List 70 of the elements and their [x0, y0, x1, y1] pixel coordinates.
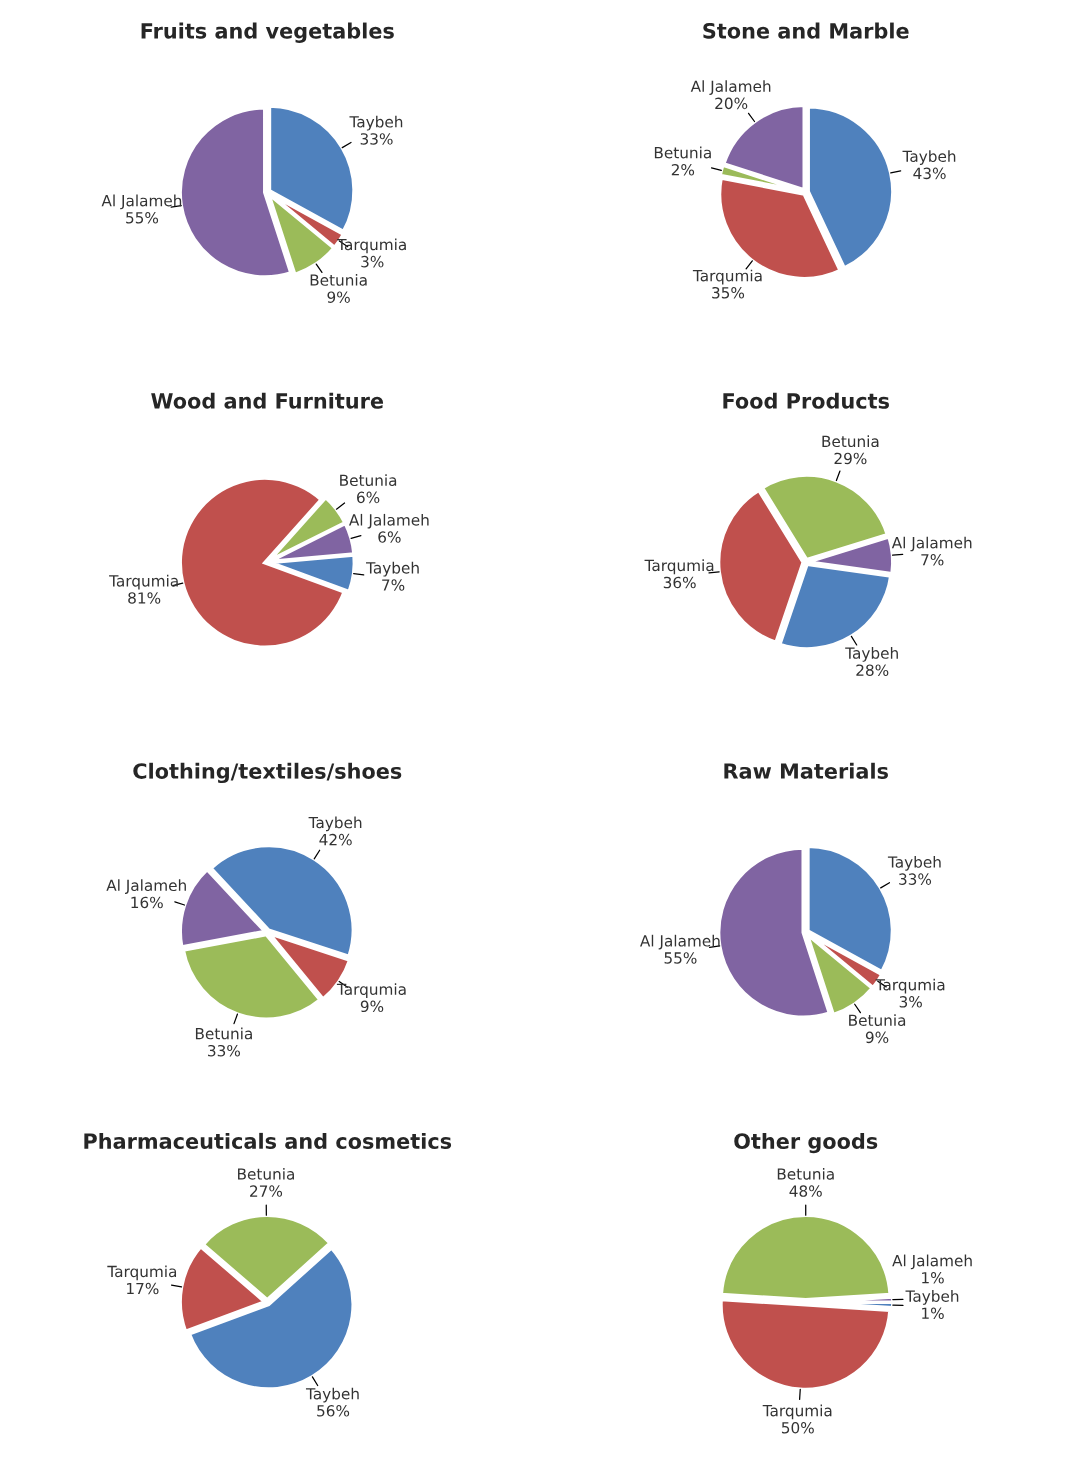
data-label: 48% — [789, 1185, 822, 1197]
slice-label: Taybeh — [349, 115, 403, 131]
data-label: 1% — [922, 1307, 944, 1320]
data-label: 7% — [921, 554, 944, 566]
data-label: 56% — [317, 1405, 350, 1417]
data-label: 6% — [378, 531, 401, 543]
data-label: 35% — [712, 287, 745, 299]
slice-label: Al Jalameh — [106, 879, 186, 894]
chart-title: Fruits and vegetables — [141, 22, 394, 43]
slice-label: Tarqumia — [107, 1265, 177, 1281]
data-label: 33% — [360, 133, 393, 145]
data-label: 1% — [922, 1271, 944, 1284]
data-label: 28% — [856, 664, 889, 676]
data-label: 42% — [319, 833, 352, 846]
data-label: 33% — [899, 873, 932, 885]
slice-label: Al Jalameh — [101, 194, 182, 210]
slice-label: Tarqumia — [337, 238, 406, 254]
chart-title: Pharmaceuticals and cosmetics — [84, 1132, 452, 1150]
data-label: 81% — [128, 592, 161, 604]
data-label: 2% — [671, 163, 695, 176]
chart-title: Stone and Marble — [703, 22, 909, 39]
data-label: 55% — [126, 211, 159, 224]
slice-label: Tarqumia — [336, 983, 406, 998]
data-label: 27% — [250, 1185, 283, 1197]
slice-label: Betunia — [777, 1167, 834, 1180]
slice-label: Tarqumia — [644, 559, 714, 575]
slice-label: Taybeh — [845, 647, 898, 662]
slice-label: Tarqumia — [762, 1404, 832, 1420]
slice-label: Tarqumia — [692, 269, 762, 285]
data-label: 17% — [127, 1282, 159, 1295]
slice-label: Betunia — [340, 474, 397, 487]
slice-label: Taybeh — [305, 1387, 359, 1403]
data-label: 55% — [664, 952, 697, 964]
data-label: 7% — [382, 579, 405, 591]
chart-title: Clothing/textiles/shoes — [133, 762, 402, 784]
slice-label: Betunia — [822, 435, 879, 448]
slice-label: Taybeh — [905, 1290, 959, 1305]
data-label: 16% — [131, 896, 163, 909]
slice-label: Al Jalameh — [690, 80, 771, 95]
slice-label: Al Jalameh — [892, 1254, 972, 1270]
data-label: 29% — [834, 452, 867, 465]
chart-title: Wood and Furniture — [151, 392, 384, 409]
data-label: 9% — [865, 1031, 889, 1044]
slice-label: Taybeh — [366, 561, 419, 577]
slice-label: Betunia — [654, 146, 711, 159]
data-label: 9% — [327, 291, 350, 303]
slice-label: Taybeh — [308, 816, 362, 832]
slice-label: Taybeh — [887, 855, 941, 871]
slice-label: Al Jalameh — [349, 513, 429, 529]
slice-label: Betunia — [195, 1027, 252, 1040]
data-label: 20% — [715, 97, 748, 110]
data-label: 36% — [663, 576, 696, 589]
chart-title: Food Products — [723, 392, 889, 409]
data-label: 43% — [913, 167, 946, 180]
slice-label: Al Jalameh — [891, 536, 972, 552]
data-label: 3% — [899, 996, 922, 1008]
data-label: 6% — [357, 491, 380, 504]
data-label: 9% — [360, 1000, 384, 1013]
slice-label: Tarqumia — [109, 574, 178, 590]
slice-label: Tarqumia — [875, 978, 945, 994]
chart-title: Raw Materials — [724, 762, 888, 779]
slice-label: Betunia — [310, 274, 367, 286]
slice-label: Betunia — [849, 1014, 906, 1027]
data-label: 33% — [208, 1044, 241, 1057]
slice-label: Al Jalameh — [640, 934, 720, 950]
data-label: 50% — [781, 1421, 814, 1434]
slice-label: Taybeh — [902, 150, 956, 165]
chart-title: Other goods — [734, 1132, 878, 1154]
slice-label: Betunia — [238, 1167, 294, 1180]
data-label: 3% — [361, 255, 384, 268]
